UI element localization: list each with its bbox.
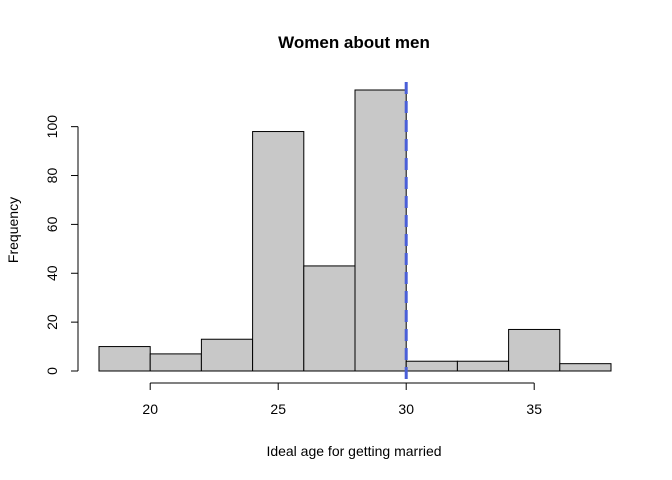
y-axis: 0 20 40 60 80 100 [44,115,79,375]
x-tick-label-30: 30 [398,401,414,417]
x-axis: 20 25 30 35 [142,382,542,417]
histogram-bar-8 [508,328,561,372]
histogram-bar-4 [303,265,356,372]
histogram-bar-2 [200,338,254,372]
y-tick-label-80: 80 [44,168,60,184]
y-tick-label-100: 100 [44,115,60,139]
histogram-bar-7 [456,360,510,372]
y-tick-label-0: 0 [44,367,60,375]
bars-group [98,89,612,372]
y-tick-label-20: 20 [44,314,60,330]
histogram-bar-9 [559,363,612,372]
histogram-bar-0 [98,346,151,372]
x-tick-label-25: 25 [270,401,286,417]
y-tick-label-60: 60 [44,216,60,232]
histogram-bar-5 [354,89,407,372]
x-tick-label-35: 35 [526,401,542,417]
chart-title: Women about men [278,33,430,52]
histogram-bar-1 [149,353,202,372]
histogram-bar-6 [405,360,458,372]
y-axis-label: Frequency [5,197,21,263]
y-tick-label-40: 40 [44,265,60,281]
x-tick-label-20: 20 [142,401,158,417]
histogram-bar-3 [252,131,305,372]
x-axis-label: Ideal age for getting married [266,443,441,459]
